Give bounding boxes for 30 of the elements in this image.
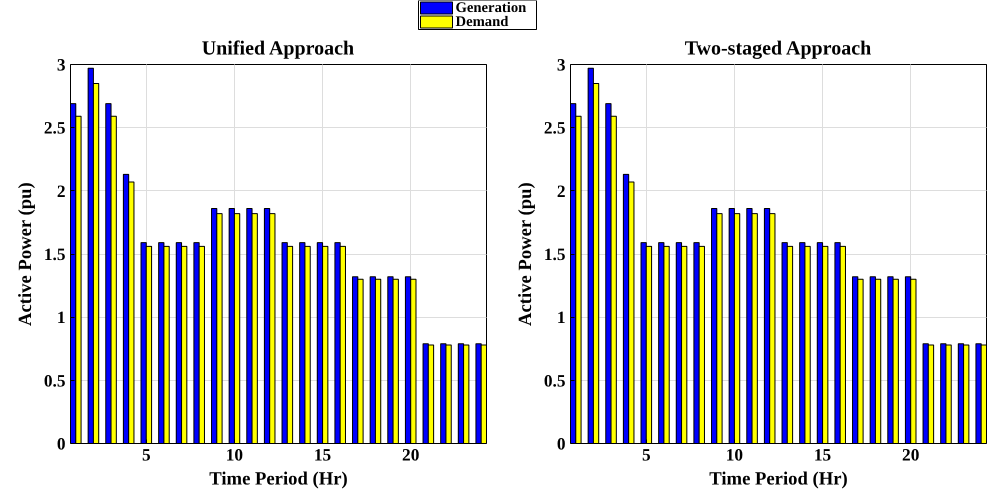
y-tick-label: 2 — [556, 182, 566, 201]
y-tick-label: 3 — [56, 56, 66, 74]
chart-title: Unified Approach — [202, 38, 354, 60]
y-axis-title: Active Power (pu) — [14, 182, 36, 326]
x-tick-label: 15 — [314, 446, 332, 464]
x-axis-title: Time Period (Hr) — [709, 468, 848, 490]
y-tick-label: 1 — [556, 308, 566, 328]
x-tick-label: 10 — [726, 446, 744, 464]
y-tick-label: 2.5 — [44, 118, 66, 138]
y-tick-label: 2.5 — [544, 118, 566, 138]
y-tick-label: 0 — [56, 434, 66, 454]
y-tick-label: 2 — [56, 182, 66, 201]
x-tick-label: 20 — [902, 446, 920, 464]
x-axis-title: Time Period (Hr) — [209, 468, 348, 490]
y-tick-label: 1.5 — [544, 245, 566, 264]
x-tick-label: 20 — [402, 446, 420, 464]
legend-label: Demand — [456, 14, 508, 30]
y-tick-label: 0 — [556, 434, 566, 454]
x-tick-label: 10 — [226, 446, 244, 464]
y-tick-label: 0.5 — [44, 371, 66, 390]
y-tick-label: 0.5 — [544, 371, 566, 390]
y-tick-label: 1.5 — [44, 245, 66, 264]
x-tick-label: 5 — [142, 446, 151, 464]
y-axis-title: Active Power (pu) — [514, 182, 536, 326]
y-tick-label: 3 — [556, 56, 566, 74]
y-tick-label: 1 — [56, 308, 66, 328]
legend-label: Generation — [456, 0, 526, 16]
x-tick-label: 15 — [814, 446, 832, 464]
x-tick-label: 5 — [642, 446, 651, 464]
chart-title: Two-staged Approach — [684, 38, 872, 60]
